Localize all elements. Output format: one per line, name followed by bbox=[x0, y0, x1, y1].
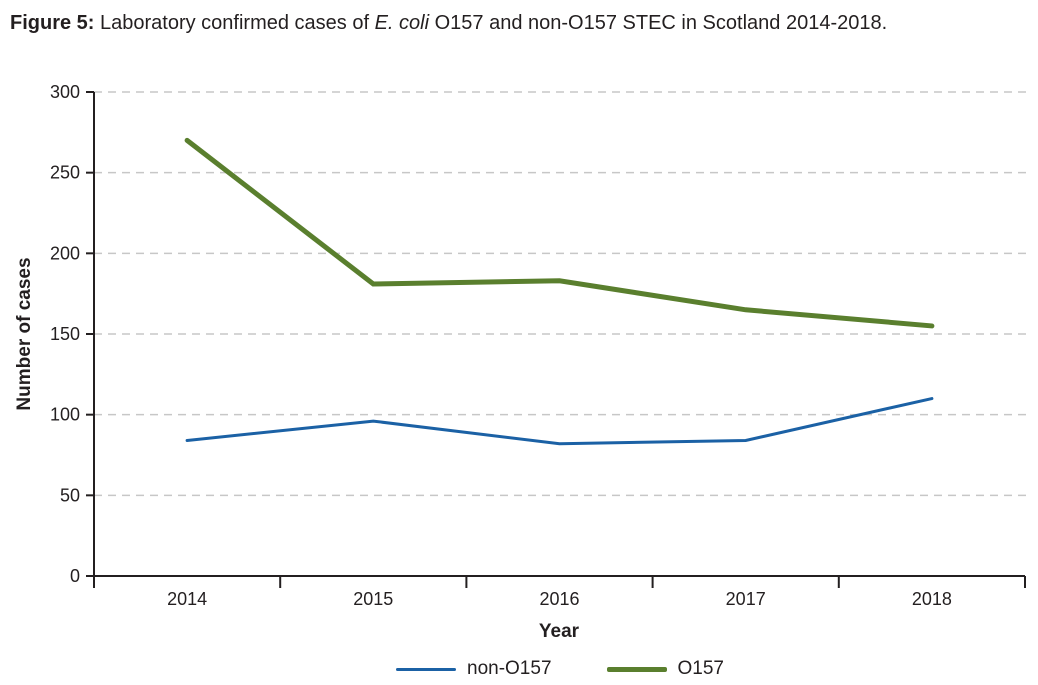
x-axis-title: Year bbox=[539, 621, 580, 642]
line-chart: 0 50 100 150 200 250 300 2014 2015 2016 2017 2018 N… bbox=[14, 82, 1031, 642]
y-axis-title: Number of cases bbox=[14, 257, 35, 410]
title-text-before: Laboratory confirmed cases of bbox=[94, 12, 375, 34]
tick-labels: 0 50 100 150 200 250 300 2014 2015 2016 2017 2018 bbox=[50, 82, 952, 609]
chart-legend: non-O157 O157 bbox=[0, 655, 1038, 683]
series-line-non-O157 bbox=[185, 397, 934, 446]
y-tick-label: 100 bbox=[50, 405, 80, 425]
x-tick-label: 2014 bbox=[167, 589, 207, 609]
y-tick-label: 250 bbox=[50, 163, 80, 183]
legend-item-o157: O157 bbox=[606, 658, 724, 680]
y-tick-label: 0 bbox=[70, 566, 80, 586]
axes bbox=[86, 91, 1026, 588]
o157-line-swatch bbox=[606, 666, 667, 672]
legend-label-non-o157: non-O157 bbox=[467, 658, 552, 679]
title-italic-species: E. coli bbox=[374, 12, 430, 34]
y-tick-label: 150 bbox=[50, 324, 80, 344]
y-tick-label: 300 bbox=[50, 82, 80, 102]
figure-label: Figure 5: bbox=[10, 12, 95, 34]
non-o157-line-swatch bbox=[396, 667, 456, 671]
y-tick-label: 50 bbox=[60, 485, 80, 505]
x-tick-label: 2015 bbox=[353, 589, 393, 609]
title-text-after: O157 and non-O157 STEC in Scotland 2014-… bbox=[429, 12, 888, 34]
figure-title: Figure 5: Laboratory confirmed cases of … bbox=[10, 8, 950, 39]
x-tick-label: 2017 bbox=[726, 589, 766, 609]
x-tick-label: 2016 bbox=[539, 589, 579, 609]
x-tick-label: 2018 bbox=[912, 589, 952, 609]
gridlines bbox=[94, 91, 1031, 497]
y-tick-label: 200 bbox=[50, 243, 80, 263]
legend-label-o157: O157 bbox=[677, 658, 724, 679]
legend-item-non-o157: non-O157 bbox=[396, 658, 552, 680]
series-line-O157 bbox=[184, 137, 935, 329]
series-lines bbox=[184, 137, 935, 446]
